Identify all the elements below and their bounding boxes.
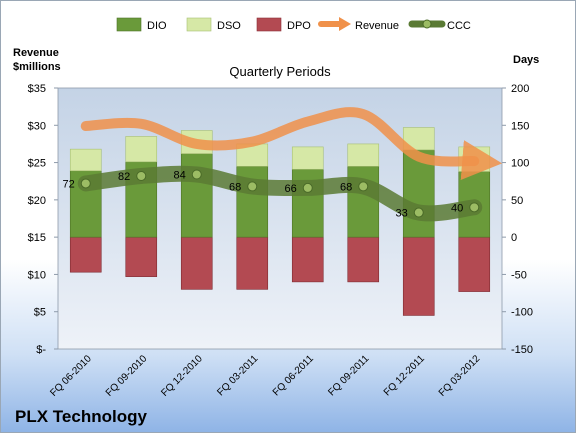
ccc-data-label: 68: [340, 181, 352, 193]
right-tick-label: 0: [511, 232, 517, 244]
lines-layer: 72 82 84 68 66 68 33 40: [63, 107, 503, 222]
dpo-bar: [291, 236, 324, 283]
legend-dpo: DPO: [256, 17, 311, 32]
left-tick-label: $25: [28, 158, 46, 170]
dpo-bar: [458, 236, 491, 292]
x-tick-label: FQ 03-2011: [215, 353, 260, 398]
dio-bar: [347, 166, 380, 238]
dso-bar: [125, 136, 158, 163]
ccc-point: [302, 182, 313, 193]
legend-revenue: Revenue: [318, 17, 399, 32]
ccc-point: [358, 181, 369, 192]
x-tick-label: FQ 12-2011: [382, 353, 427, 398]
ccc-data-label: 33: [396, 208, 408, 220]
right-axis: -150 -100 -50 0 50 100 150 200: [502, 83, 533, 356]
chart-title: Quarterly Periods: [229, 64, 331, 79]
ccc-data-label: 66: [285, 183, 297, 195]
right-tick-label: 150: [511, 120, 529, 132]
dpo-bar: [236, 236, 269, 290]
right-tick-label: 200: [511, 83, 529, 95]
company-name: PLX Technology: [15, 407, 147, 426]
legend-ccc: CCC: [408, 19, 471, 32]
ccc-point: [247, 181, 258, 192]
left-axis-title-line2: $millions: [13, 61, 61, 73]
legend-dio-label: DIO: [147, 20, 167, 32]
dpo-bar: [402, 236, 435, 316]
x-axis: FQ 06-2010 FQ 09-2010 FQ 12-2010 FQ 03-2011…: [48, 353, 482, 399]
x-tick-label: FQ 06-2011: [271, 353, 316, 398]
dso-bar: [402, 127, 435, 151]
right-axis-title: Days: [513, 54, 539, 66]
right-tick-label: -50: [511, 269, 527, 281]
legend-dso-label: DSO: [217, 20, 241, 32]
legend: DIO DSO DPO Revenue CCC: [116, 17, 471, 32]
left-tick-label: $-: [36, 344, 46, 356]
left-tick-label: $10: [28, 269, 46, 281]
dpo-bar: [125, 236, 158, 277]
ccc-point: [80, 178, 91, 189]
ccc-data-label: 40: [451, 202, 463, 214]
legend-dio: DIO: [116, 17, 167, 32]
dso-bar: [291, 146, 324, 170]
right-tick-label: 50: [511, 195, 523, 207]
ccc-data-label: 84: [174, 170, 186, 182]
left-tick-label: $15: [28, 232, 46, 244]
right-tick-label: -150: [511, 344, 533, 356]
legend-dpo-label: DPO: [287, 20, 311, 32]
dpo-bar: [69, 236, 102, 273]
left-tick-label: $30: [28, 120, 46, 132]
revenue-line: [80, 107, 503, 181]
ccc-data-label: 72: [63, 178, 75, 190]
x-tick-label: FQ 09-2010: [104, 353, 150, 399]
dpo-bar: [180, 236, 213, 290]
ccc-data-label: 82: [118, 171, 130, 183]
x-tick-label: FQ 06-2010: [48, 353, 94, 399]
legend-revenue-label: Revenue: [355, 20, 399, 32]
ccc-data-label: 68: [229, 181, 241, 193]
legend-dso: DSO: [186, 17, 241, 32]
right-tick-label: 100: [511, 158, 529, 170]
left-tick-label: $5: [34, 307, 46, 319]
right-tick-label: -100: [511, 307, 533, 319]
x-tick-label: FQ 12-2010: [159, 353, 205, 399]
dso-bar: [347, 143, 380, 167]
x-tick-label: FQ 03-2012: [437, 353, 483, 399]
ccc-point: [469, 202, 480, 213]
ccc-point: [191, 169, 202, 180]
dso-bar: [69, 148, 102, 172]
left-axis-title-line1: Revenue: [13, 47, 59, 59]
legend-ccc-label: CCC: [447, 20, 471, 32]
x-tick-label: FQ 09-2011: [326, 353, 371, 398]
dpo-bar: [347, 236, 380, 283]
left-tick-label: $20: [28, 195, 46, 207]
ccc-point: [413, 207, 424, 218]
left-tick-label: $35: [28, 83, 46, 95]
left-axis: $- $5 $10 $15 $20 $25 $30 $35: [28, 83, 58, 356]
ccc-point: [136, 170, 147, 181]
